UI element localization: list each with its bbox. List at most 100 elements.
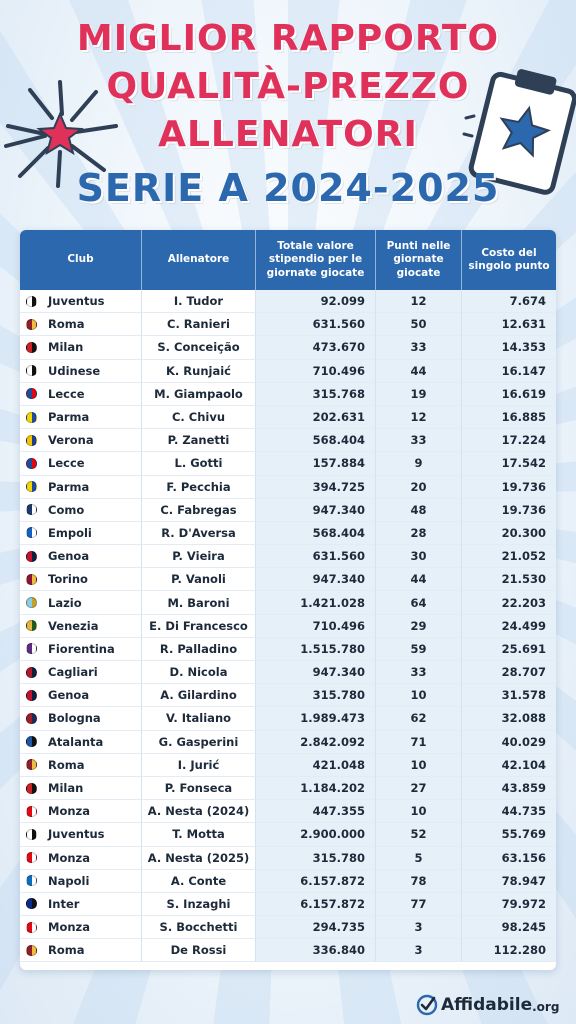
cell-club: Roma	[20, 753, 142, 777]
table-row: Lecce M. Giampaolo 315.768 19 16.619	[20, 382, 556, 406]
cell-points: 59	[376, 637, 462, 661]
cell-cost: 17.542	[462, 452, 556, 476]
cell-coach: K. Runjaić	[142, 359, 256, 383]
club-crest-icon	[26, 457, 37, 469]
cell-cost: 16.619	[462, 382, 556, 406]
cell-points: 27	[376, 776, 462, 801]
cell-club: Genoa	[20, 545, 142, 569]
cell-salary: 6.157.872	[256, 892, 376, 917]
cell-cost: 25.691	[462, 637, 556, 661]
cell-salary: 710.496	[256, 359, 376, 383]
cell-coach: A. Conte	[142, 869, 256, 893]
club-name: Napoli	[48, 873, 90, 888]
cell-points: 28	[376, 521, 462, 546]
cell-cost: 112.280	[462, 939, 556, 963]
cell-coach: S. Bocchetti	[142, 916, 256, 940]
cell-cost: 32.088	[462, 707, 556, 731]
cell-points: 29	[376, 614, 462, 638]
cell-coach: M. Giampaolo	[142, 382, 256, 406]
cell-points: 3	[376, 916, 462, 940]
club-crest-icon	[26, 805, 37, 817]
cell-coach: A. Gilardino	[142, 684, 256, 708]
cell-points: 71	[376, 730, 462, 754]
club-crest-icon	[26, 295, 37, 307]
cell-coach: C. Chivu	[142, 405, 256, 430]
cell-coach: P. Vanoli	[142, 568, 256, 592]
cell-salary: 947.340	[256, 568, 376, 592]
club-name: Roma	[48, 757, 85, 772]
cell-salary: 315.780	[256, 846, 376, 870]
cell-club: Roma	[20, 939, 142, 963]
cell-cost: 24.499	[462, 614, 556, 638]
title-line-3: ALLENATORI	[158, 114, 418, 155]
club-crest-icon	[26, 898, 37, 910]
cell-cost: 43.859	[462, 776, 556, 801]
cell-coach: E. Di Francesco	[142, 614, 256, 638]
cell-coach: L. Gotti	[142, 452, 256, 476]
cell-points: 12	[376, 405, 462, 430]
cell-points: 33	[376, 429, 462, 453]
club-crest-icon	[26, 550, 37, 562]
club-crest-icon	[26, 666, 37, 678]
cell-club: Venezia	[20, 614, 142, 638]
cell-points: 52	[376, 823, 462, 847]
cell-club: Verona	[20, 429, 142, 453]
club-name: Torino	[48, 572, 88, 587]
cell-coach: S. Inzaghi	[142, 892, 256, 917]
table-row: Roma C. Ranieri 631.560 50 12.631	[20, 313, 556, 337]
cell-club: Monza	[20, 800, 142, 824]
club-name: Monza	[48, 850, 90, 865]
cell-cost: 22.203	[462, 591, 556, 615]
cell-points: 33	[376, 661, 462, 685]
cell-salary: 315.768	[256, 382, 376, 406]
table-row: Lecce L. Gotti 157.884 9 17.542	[20, 452, 556, 476]
table-row: Parma F. Pecchia 394.725 20 19.736	[20, 475, 556, 499]
table-row: Como C. Fabregas 947.340 48 19.736	[20, 498, 556, 522]
cell-club: Juventus	[20, 290, 142, 314]
cell-points: 44	[376, 359, 462, 383]
club-crest-icon	[26, 736, 37, 748]
club-crest-icon	[26, 434, 37, 446]
cell-points: 10	[376, 800, 462, 824]
cell-salary: 315.780	[256, 684, 376, 708]
cell-club: Lecce	[20, 382, 142, 406]
cell-club: Milan	[20, 776, 142, 801]
cell-coach: D. Nicola	[142, 661, 256, 685]
cell-salary: 1.515.780	[256, 637, 376, 661]
cell-salary: 447.355	[256, 800, 376, 824]
cell-points: 10	[376, 684, 462, 708]
table-row: Roma De Rossi 336.840 3 112.280	[20, 939, 556, 963]
cell-coach: M. Baroni	[142, 591, 256, 615]
cell-cost: 17.224	[462, 429, 556, 453]
cell-cost: 19.736	[462, 475, 556, 499]
clipboard-star-icon	[462, 69, 576, 195]
club-name: Verona	[48, 433, 94, 448]
cell-cost: 55.769	[462, 823, 556, 847]
cell-cost: 78.947	[462, 869, 556, 893]
cell-points: 78	[376, 869, 462, 893]
club-name: Lecce	[48, 456, 85, 471]
cell-points: 48	[376, 498, 462, 522]
club-name: Fiorentina	[48, 641, 115, 656]
cell-points: 64	[376, 591, 462, 615]
header-club: Club	[20, 230, 142, 290]
club-crest-icon	[26, 341, 37, 353]
cell-coach: F. Pecchia	[142, 475, 256, 499]
cell-club: Como	[20, 498, 142, 522]
club-crest-icon	[26, 481, 37, 493]
cell-salary: 157.884	[256, 452, 376, 476]
club-crest-icon	[26, 643, 37, 655]
cell-cost: 21.052	[462, 545, 556, 569]
club-name: Venezia	[48, 618, 99, 633]
cell-cost: 7.674	[462, 290, 556, 314]
table-row: Milan S. Conceição 473.670 33 14.353	[20, 336, 556, 360]
club-name: Udinese	[48, 363, 101, 378]
cell-salary: 2.900.000	[256, 823, 376, 847]
club-name: Milan	[48, 340, 84, 355]
club-crest-icon	[26, 411, 37, 423]
club-name: Monza	[48, 804, 90, 819]
cell-club: Monza	[20, 846, 142, 870]
cell-salary: 1.989.473	[256, 707, 376, 731]
club-name: Lazio	[48, 595, 82, 610]
table-row: Torino P. Vanoli 947.340 44 21.530	[20, 568, 556, 592]
